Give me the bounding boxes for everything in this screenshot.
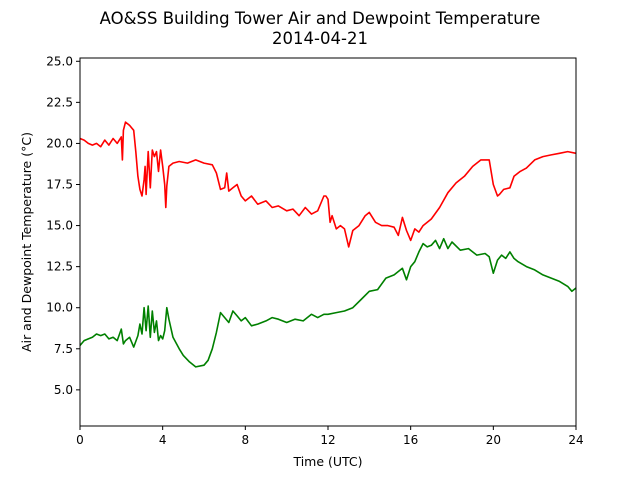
x-tick-label: 20 — [486, 433, 501, 447]
y-tick-label: 7.5 — [54, 342, 73, 356]
x-axis-label: Time (UTC) — [292, 454, 362, 469]
x-tick-label: 4 — [159, 433, 167, 447]
x-axis: 0 4 8 12 16 20 24 — [76, 426, 584, 447]
y-tick-label: 22.5 — [46, 95, 73, 109]
chart-subtitle: 2014-04-21 — [272, 29, 368, 48]
chart-title: AO&SS Building Tower Air and Dewpoint Te… — [100, 9, 541, 28]
x-tick-label: 12 — [320, 433, 335, 447]
y-tick-label: 15.0 — [46, 219, 73, 233]
series-line-1 — [79, 237, 577, 368]
series-line-0 — [79, 121, 577, 248]
x-tick-label: 16 — [403, 433, 418, 447]
y-tick-label: 25.0 — [46, 54, 73, 68]
x-tick-label: 0 — [76, 433, 84, 447]
plot-frame — [79, 57, 577, 427]
y-tick-label: 17.5 — [46, 178, 73, 192]
y-axis-label: Air and Dewpoint Temperature (°C) — [19, 132, 34, 352]
y-tick-label: 5.0 — [54, 383, 73, 397]
series-layer — [79, 121, 577, 368]
y-tick-label: 12.5 — [46, 260, 73, 274]
x-tick-label: 24 — [568, 433, 583, 447]
y-tick-label: 10.0 — [46, 301, 73, 315]
y-axis: 5.0 7.5 10.0 12.5 15.0 17.5 20.0 22.5 25.0 — [46, 54, 80, 397]
y-tick-label: 20.0 — [46, 136, 73, 150]
x-tick-label: 8 — [242, 433, 250, 447]
